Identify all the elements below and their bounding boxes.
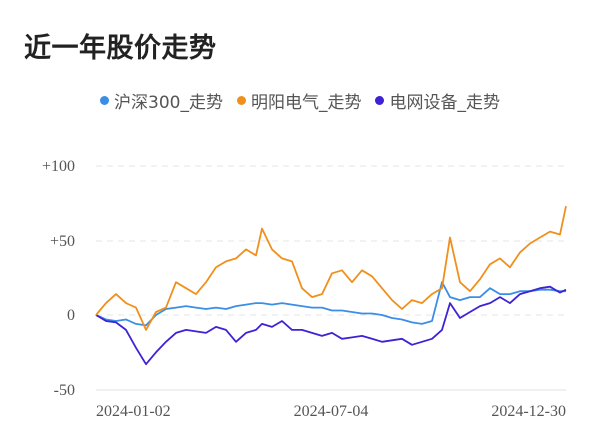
chart-title: 近一年股价走势: [24, 33, 217, 64]
x-tick-label: 2024-01-02: [96, 403, 171, 420]
series-lines: [95, 206, 567, 366]
y-tick-label: +50: [50, 233, 75, 250]
y-tick-label: -50: [54, 382, 75, 399]
y-tick-label: 0: [67, 307, 75, 324]
gridlines: [96, 165, 566, 391]
x-tick-label: 2024-12-30: [491, 403, 566, 420]
legend-item-grid-equipment[interactable]: 电网设备_走势: [375, 88, 500, 113]
x-tick-label: 2024-07-04: [294, 403, 369, 420]
series-line: [95, 281, 566, 327]
legend-dot-icon: [100, 96, 110, 105]
legend-dot-icon: [375, 96, 385, 105]
legend-item-mingyang[interactable]: 明阳电气_走势: [236, 88, 362, 113]
legend-dot-icon: [236, 96, 246, 105]
legend-label: 明阳电气_走势: [250, 93, 362, 113]
series-line: [95, 206, 567, 331]
legend-item-hs300[interactable]: 沪深300_走势: [100, 88, 223, 113]
legend-label: 电网设备_走势: [389, 93, 500, 113]
legend: 沪深300_走势 明阳电气_走势 电网设备_走势: [0, 88, 600, 113]
x-axis-labels: 2024-01-02 2024-07-04 2024-12-30: [96, 403, 566, 420]
y-tick-label: +100: [42, 158, 75, 175]
legend-label: 沪深300_走势: [114, 93, 223, 113]
y-axis-labels: +100 +50 0 -50: [42, 158, 75, 399]
series-line: [95, 285, 567, 366]
